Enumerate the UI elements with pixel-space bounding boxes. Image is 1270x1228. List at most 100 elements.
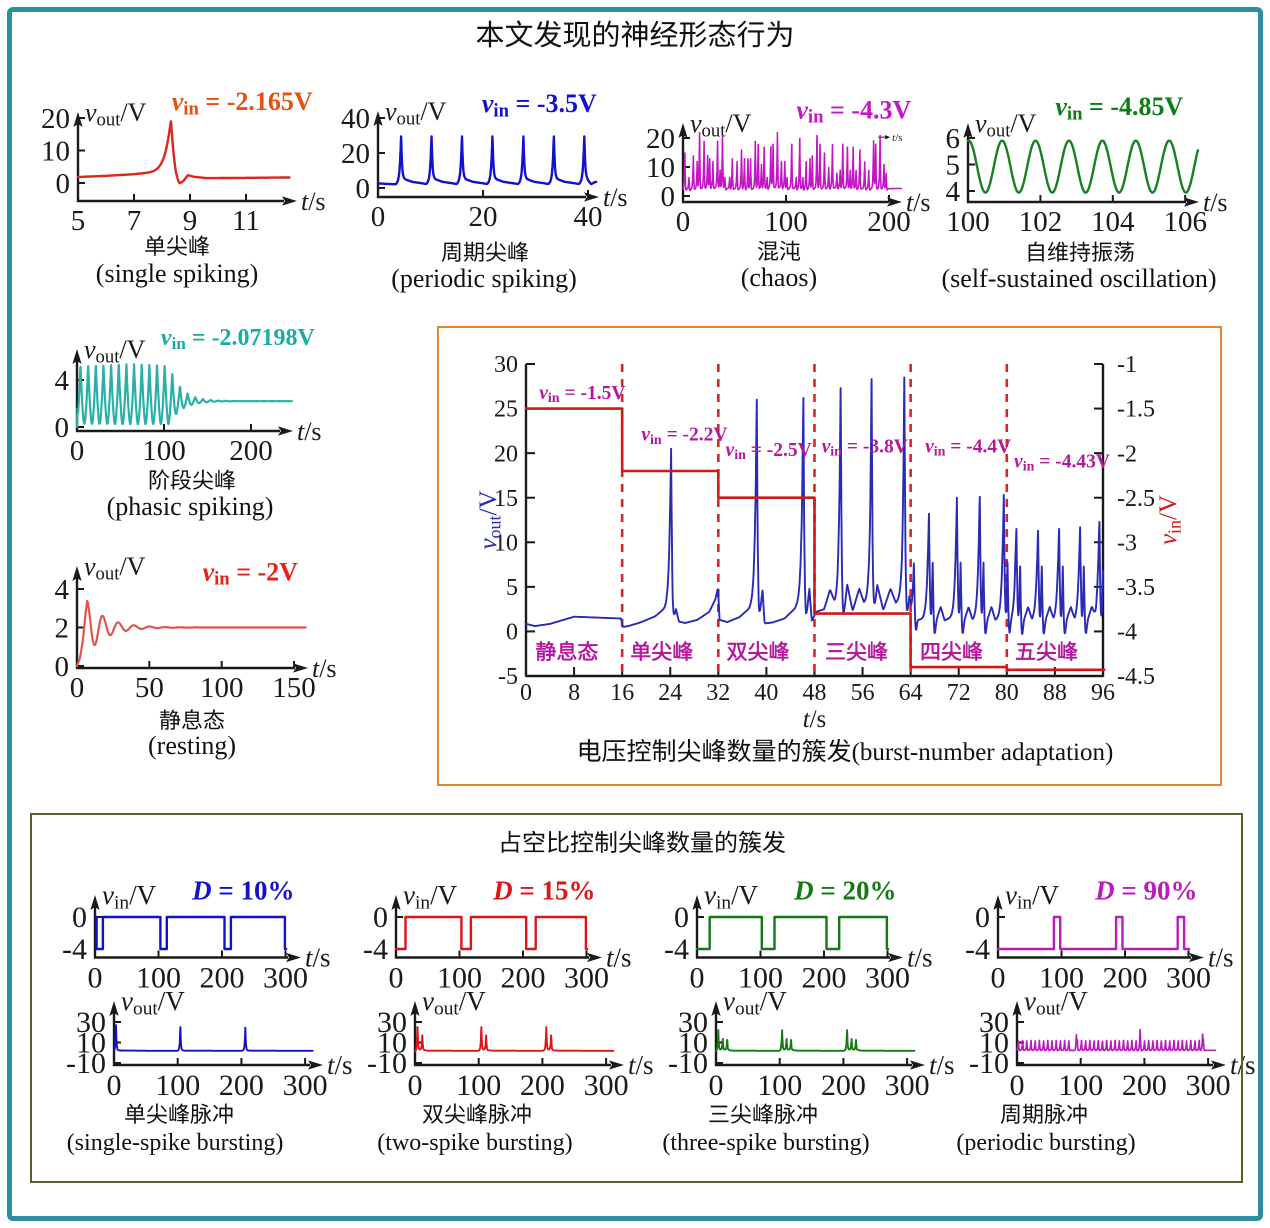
text-group: 0 — [55, 412, 70, 444]
text-group: 300 — [584, 1069, 629, 1102]
glyph-or-curve — [145, 235, 165, 256]
text-group: 0 — [506, 620, 518, 646]
text-group: 100 — [946, 206, 990, 238]
label: in — [1017, 893, 1032, 914]
label: /s — [610, 183, 627, 212]
label: (phasic spiking) — [107, 492, 274, 521]
glyph-or-curve — [181, 709, 202, 730]
label: v — [482, 89, 494, 118]
caption-chaos-zh — [757, 240, 801, 261]
label: v — [1005, 880, 1017, 910]
label: -10 — [367, 1047, 407, 1080]
text-group: 200 — [802, 962, 847, 995]
text-group: 0 — [408, 1069, 423, 1102]
glyph-or-curve — [643, 830, 666, 853]
label: /V — [120, 98, 146, 127]
glyph-or-curve — [467, 1103, 488, 1124]
text-group: 100 — [1039, 962, 1084, 995]
text-group: 5 — [506, 575, 518, 601]
text-group: 7 — [127, 205, 142, 237]
label: v — [84, 552, 96, 581]
text-group: 56 — [851, 680, 875, 706]
text-group: 100 — [155, 1069, 200, 1102]
label: v — [704, 880, 716, 910]
label: -2.5 — [1117, 486, 1155, 512]
label: 0 — [70, 435, 85, 467]
glyph-or-curve — [703, 739, 726, 762]
glyph-or-curve — [711, 1001, 721, 1016]
text-group: 80 — [995, 680, 1019, 706]
glyph-or-curve — [1028, 241, 1044, 262]
glyph-or-curve — [621, 20, 648, 48]
glyph-or-curve — [726, 642, 748, 662]
series-vout — [75, 363, 293, 429]
text-group: t/s — [301, 187, 326, 216]
text-group: 10 — [41, 135, 70, 167]
text-group: t/s — [1203, 188, 1228, 217]
glyph-or-curve — [692, 895, 702, 910]
text-group: 4 — [55, 574, 70, 606]
series-vin — [394, 915, 589, 951]
figure-title — [476, 20, 792, 48]
glyph-or-curve — [286, 952, 301, 963]
glyph-or-curve — [738, 830, 762, 854]
glyph-or-curve — [72, 566, 82, 581]
label: v — [1014, 451, 1023, 472]
label: 0 — [56, 168, 71, 200]
text-group: v in = -3.8V — [822, 436, 908, 459]
label: = -3.5V — [509, 89, 597, 118]
label: t — [301, 187, 309, 216]
label: (resting) — [148, 731, 236, 760]
label: 100 — [142, 435, 186, 467]
glyph-or-curve — [652, 739, 675, 762]
label: /s — [937, 1050, 955, 1080]
label: 10 — [76, 1027, 106, 1060]
text-group: 5 — [946, 149, 961, 181]
label: 88 — [1043, 680, 1067, 706]
glyph-or-curve — [650, 20, 678, 47]
glyph-or-curve — [293, 663, 308, 673]
label: 5 — [946, 149, 961, 181]
label: 0 — [520, 680, 532, 706]
text-group: 20 — [469, 201, 498, 233]
text-group: 20 — [494, 441, 518, 467]
text-group: 0 — [991, 962, 1006, 995]
label: in — [493, 100, 509, 121]
text-group: 100 — [1058, 1069, 1103, 1102]
text-group — [826, 641, 888, 662]
label: 20 — [341, 138, 370, 170]
label: 300 — [263, 962, 308, 995]
text-group: 300 — [263, 962, 308, 995]
label: /V — [430, 880, 458, 910]
glyph-or-curve — [556, 640, 577, 661]
text-group: 100 — [738, 962, 783, 995]
label: = -2.07198V — [186, 325, 316, 351]
series-vout — [75, 599, 307, 668]
text-group: 30 — [377, 1006, 407, 1039]
text-group: 200 — [501, 962, 546, 995]
glyph-or-curve — [1015, 643, 1036, 660]
label: = 15% — [513, 875, 596, 905]
label: 200 — [520, 1069, 565, 1102]
glyph-or-curve — [1012, 1001, 1022, 1016]
caption-resting-zh — [159, 709, 225, 730]
text-group: 10 — [979, 1027, 1009, 1060]
text-group: t/s — [803, 706, 827, 733]
glyph-or-curve — [594, 20, 619, 47]
label: /V — [475, 491, 502, 516]
caption-duty-two-zh — [422, 1103, 531, 1124]
label: 0 — [107, 1069, 122, 1102]
label: (single-spike bursting) — [67, 1130, 284, 1156]
glyph-or-curve — [193, 469, 214, 490]
text-group: 40 — [754, 680, 778, 706]
glyph-or-curve — [476, 20, 504, 48]
label: v — [641, 425, 650, 446]
glyph-or-curve — [215, 469, 236, 490]
text-group: 30 — [76, 1006, 106, 1039]
label: -3 — [1117, 530, 1137, 556]
